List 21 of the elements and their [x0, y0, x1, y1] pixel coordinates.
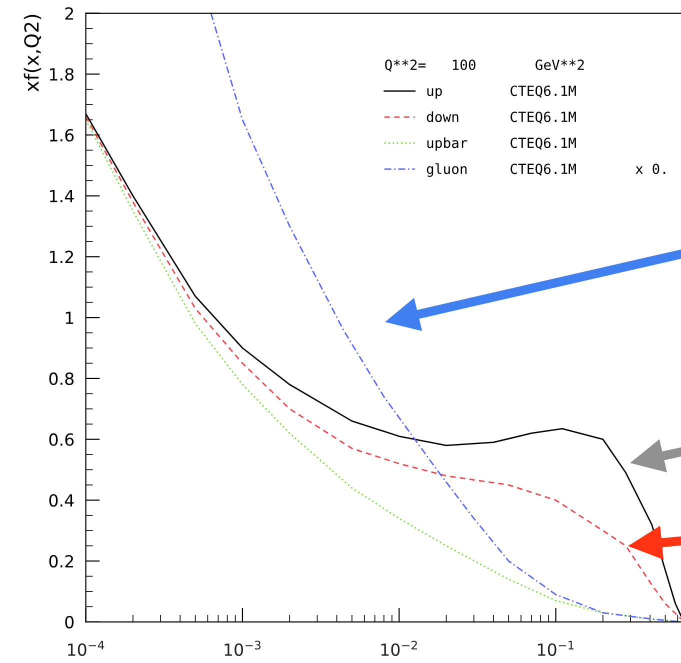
x-tick-label: 10$^{−2}$: [381, 640, 417, 656]
legend-title: Q**2= 100 GeV**2: [385, 60, 584, 72]
y-tick-label: 1.6: [50, 128, 74, 142]
y-tick-label: 0: [65, 616, 74, 628]
x-tick-label: 10$^{−3}$: [224, 640, 261, 656]
y-tick-label: 0.6: [49, 433, 74, 446]
y-tick-label: 0.4: [49, 494, 74, 507]
y-tick-label: 1: [66, 312, 74, 324]
legend-label: upbar CTEQ6.1M: [427, 137, 576, 151]
y-tick-label: 0.2: [49, 554, 74, 568]
legend-label: gluon CTEQ6.1M x 0.: [426, 163, 666, 177]
y-axis-title: xf(x,Q2): [24, 14, 42, 92]
y-tick-label: 1.8: [50, 68, 74, 81]
y-tick-label: 1.2: [50, 250, 74, 264]
legend-label: down CTEQ6.1M: [426, 111, 576, 124]
y-tick-label: 0.8: [49, 372, 74, 386]
y-tick-label: 2: [65, 7, 74, 20]
legend-label: up CTEQ6.1M: [427, 86, 576, 99]
y-tick-label: 1.4: [50, 190, 74, 202]
x-tick-label: 10$^{−4}$: [68, 640, 104, 656]
x-tick-label: 10$^{−1}$: [538, 640, 574, 656]
